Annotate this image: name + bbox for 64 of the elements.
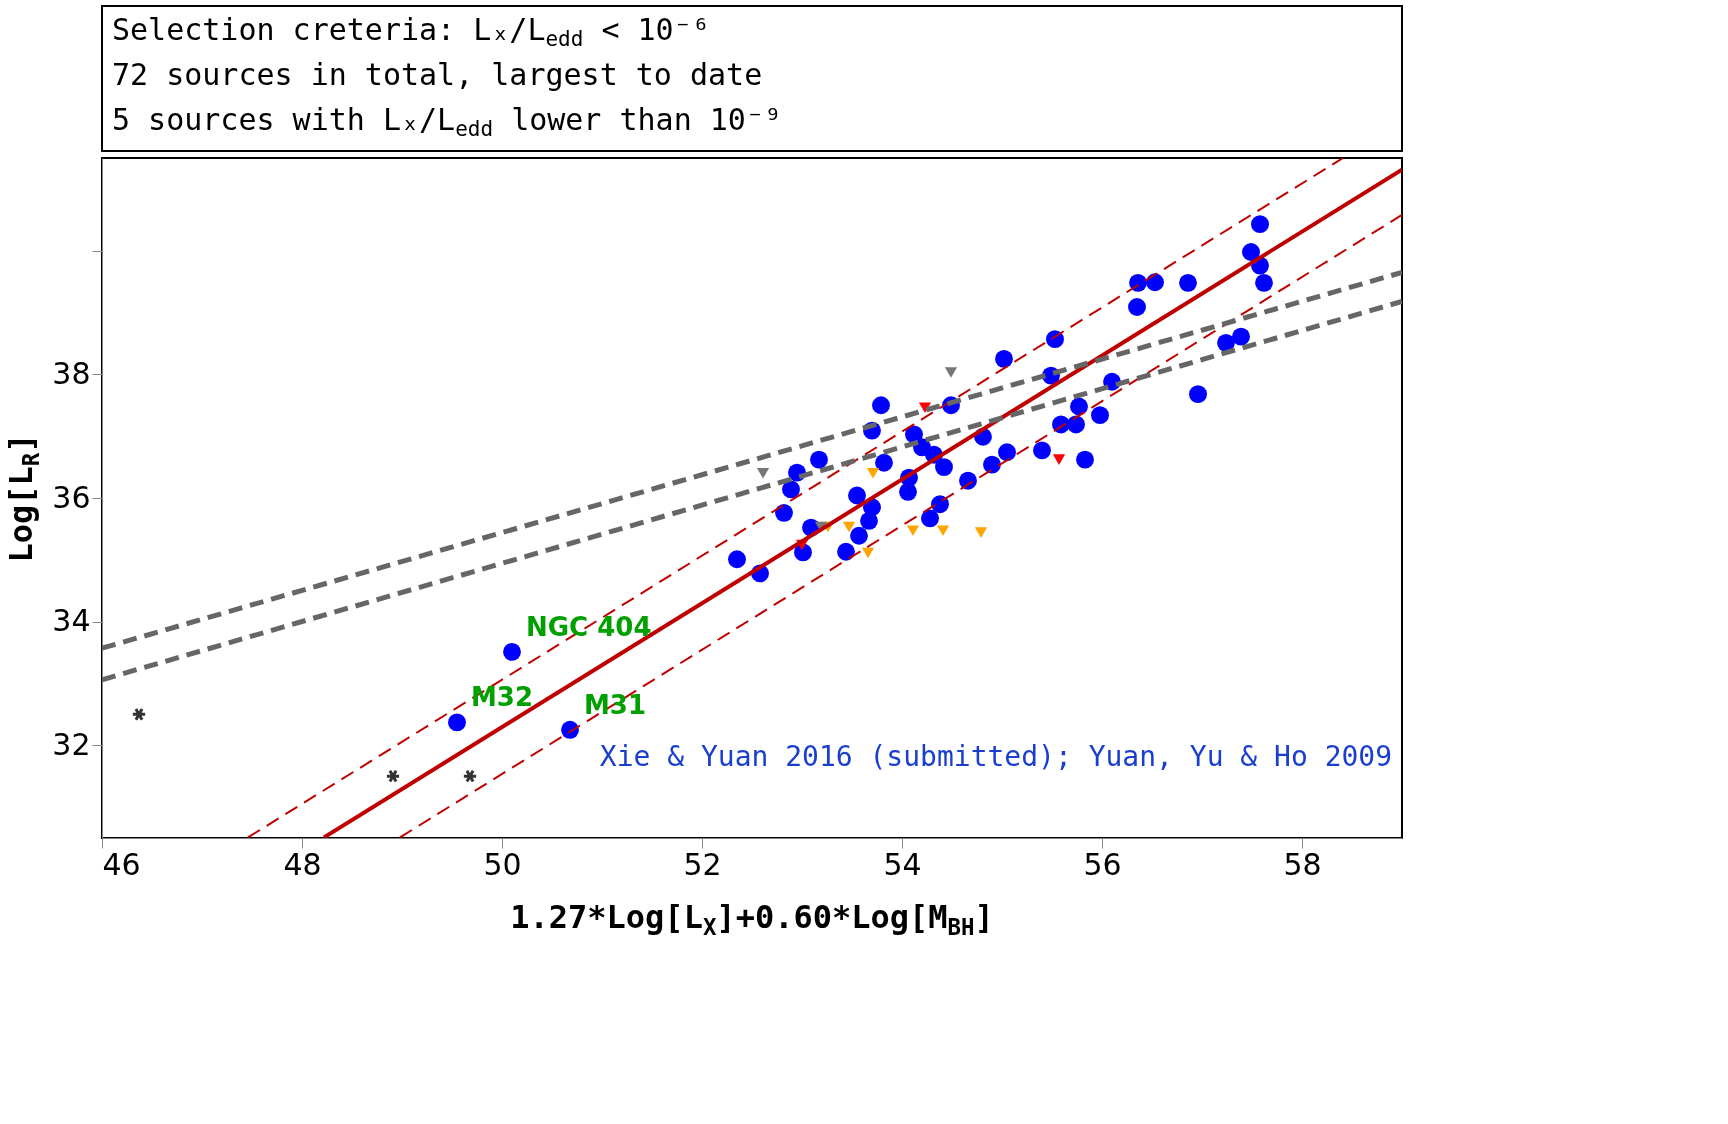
point <box>842 521 856 533</box>
point <box>1232 327 1250 346</box>
point <box>983 455 1001 474</box>
point <box>931 495 949 514</box>
y-tick-label: 34 <box>52 603 91 639</box>
point <box>462 769 478 784</box>
point <box>1076 450 1094 469</box>
point <box>1128 298 1146 316</box>
point <box>1067 415 1085 434</box>
point <box>1189 385 1207 404</box>
point <box>1251 215 1269 234</box>
x-tick-label: 48 <box>283 846 322 882</box>
point <box>998 443 1016 462</box>
point <box>850 526 868 545</box>
x-tick-label: 54 <box>883 846 922 882</box>
point <box>848 486 866 505</box>
point <box>1091 406 1109 425</box>
point <box>995 349 1013 368</box>
point <box>448 713 466 732</box>
point <box>959 471 977 490</box>
point <box>385 769 401 784</box>
point <box>899 482 917 501</box>
y-tick-label: 32 <box>52 726 91 762</box>
point <box>1033 441 1051 460</box>
point <box>918 402 932 414</box>
point <box>866 467 880 479</box>
point <box>906 525 920 537</box>
point <box>875 453 893 472</box>
point <box>728 550 746 569</box>
point <box>775 503 793 522</box>
point <box>1052 454 1066 465</box>
annotation: M32 <box>471 682 534 713</box>
point <box>860 511 878 530</box>
point <box>131 707 147 722</box>
point <box>936 525 950 537</box>
annotation: M31 <box>584 689 647 720</box>
x-tick-label: 56 <box>1083 846 1122 882</box>
point <box>756 467 770 479</box>
y-tick-label: 38 <box>52 355 91 391</box>
point <box>861 547 875 559</box>
x-tick-label: 50 <box>483 846 522 882</box>
y-tick-label: 36 <box>52 479 91 515</box>
point <box>503 643 521 661</box>
point <box>1217 333 1235 352</box>
point <box>810 450 828 469</box>
point <box>974 527 988 538</box>
point <box>1046 330 1064 349</box>
text: 72 sources in total, largest to date <box>112 57 763 92</box>
point <box>944 367 958 378</box>
y-axis-title: Log[LR] <box>2 433 44 563</box>
point <box>1179 273 1197 292</box>
annotation: NGC 404 <box>526 611 652 642</box>
x-tick-label: 52 <box>683 846 722 882</box>
point <box>1255 273 1273 292</box>
point <box>1070 397 1088 416</box>
point <box>837 542 855 561</box>
point <box>1242 243 1260 261</box>
point <box>872 396 890 415</box>
x-tick-label: 46 <box>102 846 141 882</box>
point <box>782 480 800 499</box>
annotation: Xie & Yuan 2016 (submitted); Yuan, Yu & Ho 2009 <box>599 740 1393 773</box>
x-tick-label: 58 <box>1283 846 1322 882</box>
point <box>921 509 939 528</box>
point <box>935 458 953 477</box>
